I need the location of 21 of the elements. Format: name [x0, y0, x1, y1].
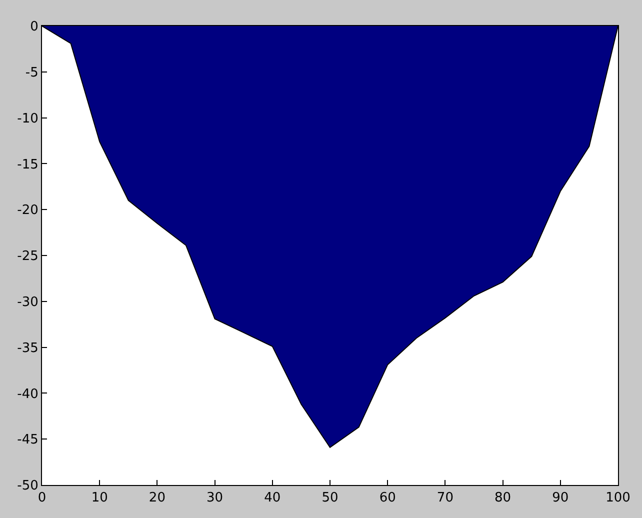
- y-tick-label: -25: [17, 249, 38, 264]
- x-tick-label: 60: [379, 490, 396, 506]
- x-tick-label: 20: [148, 490, 166, 506]
- y-tick-label: -45: [17, 432, 38, 448]
- y-tick-label: 0: [30, 20, 38, 35]
- x-tick-label: 90: [552, 490, 569, 506]
- x-tick-label: 70: [436, 490, 454, 506]
- y-tick-label: -10: [17, 111, 38, 126]
- y-tick-label: -5: [25, 65, 38, 80]
- y-tick-label: -20: [17, 203, 38, 218]
- y-tick-label: -30: [17, 294, 38, 310]
- x-tick-label: 10: [91, 490, 108, 506]
- x-tick-label: 80: [494, 490, 512, 506]
- x-tick-label: 30: [206, 490, 224, 506]
- x-tick-label: 50: [322, 490, 338, 506]
- y-tick-label: -35: [17, 340, 38, 356]
- y-tick-label: -50: [17, 478, 38, 494]
- y-tick-label: -15: [17, 157, 38, 172]
- y-tick-label: -40: [17, 386, 38, 402]
- x-tick-label: 40: [264, 490, 281, 506]
- x-tick-label: 100: [606, 490, 630, 506]
